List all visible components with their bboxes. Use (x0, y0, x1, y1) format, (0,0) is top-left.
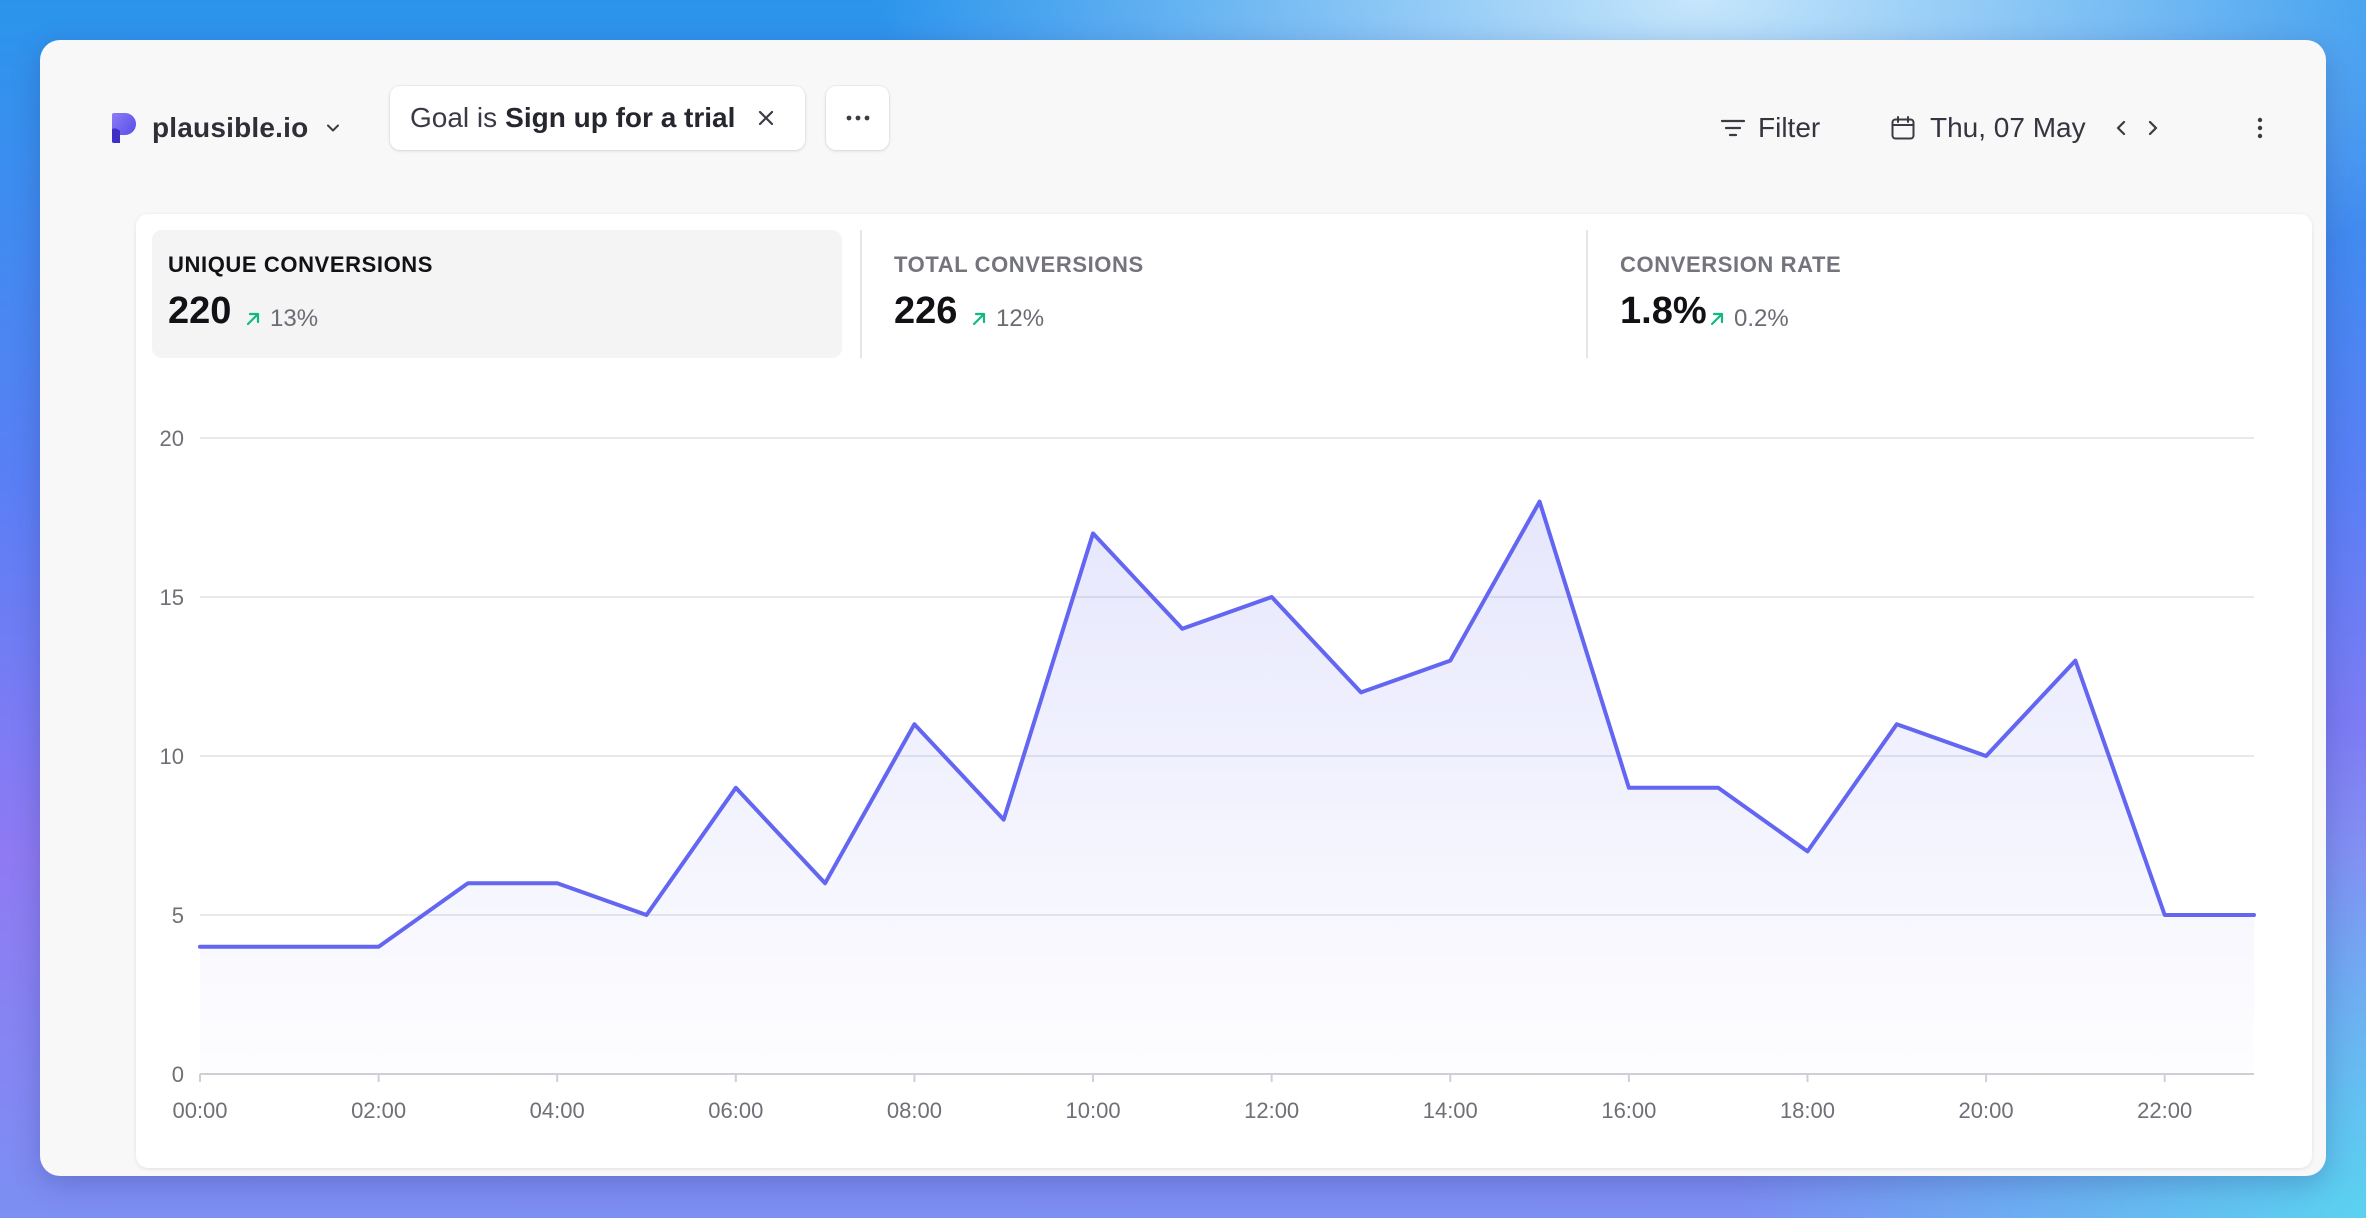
x-tick-label: 20:00 (1959, 1098, 2014, 1123)
metric-value: 220 (168, 290, 232, 332)
chevron-right-icon[interactable] (2142, 117, 2164, 139)
data-point[interactable] (1627, 786, 1631, 790)
data-point[interactable] (1984, 754, 1988, 758)
data-point[interactable] (198, 945, 202, 949)
arrow-up-right-icon (246, 312, 260, 326)
filter-icon (1720, 119, 1746, 137)
plausible-logo-icon (112, 113, 136, 143)
data-point[interactable] (377, 945, 381, 949)
data-point[interactable] (1448, 659, 1452, 663)
x-tick-label: 12:00 (1244, 1098, 1299, 1123)
metric-label: UNIQUE CONVERSIONS (168, 252, 434, 277)
more-options-icon[interactable] (2245, 113, 2275, 143)
x-tick-label: 10:00 (1066, 1098, 1121, 1123)
metric-value: 1.8% (1620, 290, 1707, 332)
stats-panel: UNIQUE CONVERSIONS 220 13% TOTAL CONVERS… (136, 214, 2312, 1168)
close-icon[interactable] (755, 107, 777, 129)
data-point[interactable] (287, 945, 291, 949)
data-point[interactable] (1805, 849, 1809, 853)
data-point[interactable] (2252, 913, 2256, 917)
chevron-left-icon[interactable] (2110, 117, 2132, 139)
metric-label: CONVERSION RATE (1620, 252, 1842, 277)
data-point[interactable] (2163, 913, 2167, 917)
data-point[interactable] (1895, 722, 1899, 726)
data-point[interactable] (645, 913, 649, 917)
ellipsis-icon (846, 115, 869, 121)
data-point[interactable] (1091, 531, 1095, 535)
metric-change-value: 0.2% (1734, 305, 1789, 332)
data-point[interactable] (466, 881, 470, 885)
data-point[interactable] (1270, 595, 1274, 599)
y-tick-label: 15 (160, 585, 184, 610)
y-tick-label: 10 (160, 744, 184, 769)
metric-change-value: 13% (270, 305, 319, 332)
conversions-chart: 0 5 10 15 20 00:00 02:00 04:00 06:00 08:00 10:00 12… (160, 426, 2256, 1123)
data-point[interactable] (734, 786, 738, 790)
date-picker[interactable]: Thu, 07 May (1890, 98, 2164, 158)
data-point[interactable] (1359, 690, 1363, 694)
metric-change: 12% (970, 305, 1044, 333)
data-point[interactable] (823, 881, 827, 885)
site-switcher[interactable]: plausible.io (110, 98, 342, 158)
arrow-up-right-icon (972, 312, 986, 326)
x-tick-label: 02:00 (351, 1098, 406, 1123)
site-name: plausible.io (152, 112, 309, 143)
data-point[interactable] (555, 881, 559, 885)
metric-change-value: 12% (996, 305, 1045, 332)
chevron-down-icon (327, 124, 340, 132)
x-tick-label: 14:00 (1423, 1098, 1478, 1123)
metric-conversion-rate[interactable]: CONVERSION RATE 1.8% 0.2% (1604, 230, 2294, 358)
y-tick-label: 20 (160, 426, 184, 451)
metric-total-conversions[interactable]: TOTAL CONVERSIONS 226 12% (878, 230, 1568, 358)
data-point[interactable] (912, 722, 916, 726)
x-tick-label: 08:00 (887, 1098, 942, 1123)
y-tick-label: 0 (172, 1062, 184, 1087)
goal-filter-prefix: Goal is (410, 102, 498, 133)
metric-divider (1586, 230, 1588, 358)
metric-change: 13% (244, 305, 318, 333)
data-point[interactable] (1538, 500, 1542, 504)
x-tick-label: 22:00 (2137, 1098, 2192, 1123)
series-area (200, 501, 2254, 1075)
date-label: Thu, 07 May (1930, 112, 2086, 143)
goal-filter-value: Sign up for a trial (505, 102, 736, 133)
metric-unique-conversions[interactable]: UNIQUE CONVERSIONS 220 13% (152, 230, 842, 358)
data-point[interactable] (1716, 786, 1720, 790)
data-point[interactable] (2073, 659, 2077, 663)
metric-change: 0.2% (1708, 305, 1789, 333)
x-tick-label: 06:00 (708, 1098, 763, 1123)
x-tick-label: 00:00 (172, 1098, 227, 1123)
more-filters-button[interactable] (826, 86, 889, 150)
metric-label: TOTAL CONVERSIONS (894, 252, 1144, 277)
data-point[interactable] (1180, 627, 1184, 631)
metric-value: 226 (894, 290, 958, 332)
dashboard-card: plausible.io Goal is Sign up for a trial… (40, 40, 2326, 1176)
calendar-icon (1891, 116, 1915, 140)
goal-filter-chip[interactable]: Goal is Sign up for a trial (390, 86, 805, 150)
x-tick-label: 18:00 (1780, 1098, 1835, 1123)
data-point[interactable] (1002, 818, 1006, 822)
x-tick-label: 04:00 (530, 1098, 585, 1123)
filter-label: Filter (1758, 112, 1821, 143)
x-tick-label: 16:00 (1601, 1098, 1656, 1123)
metric-divider (860, 230, 862, 358)
y-tick-label: 5 (172, 903, 184, 928)
arrow-up-right-icon (1710, 312, 1724, 326)
series-line (198, 499, 2256, 949)
filter-button[interactable]: Filter (1720, 98, 1820, 158)
